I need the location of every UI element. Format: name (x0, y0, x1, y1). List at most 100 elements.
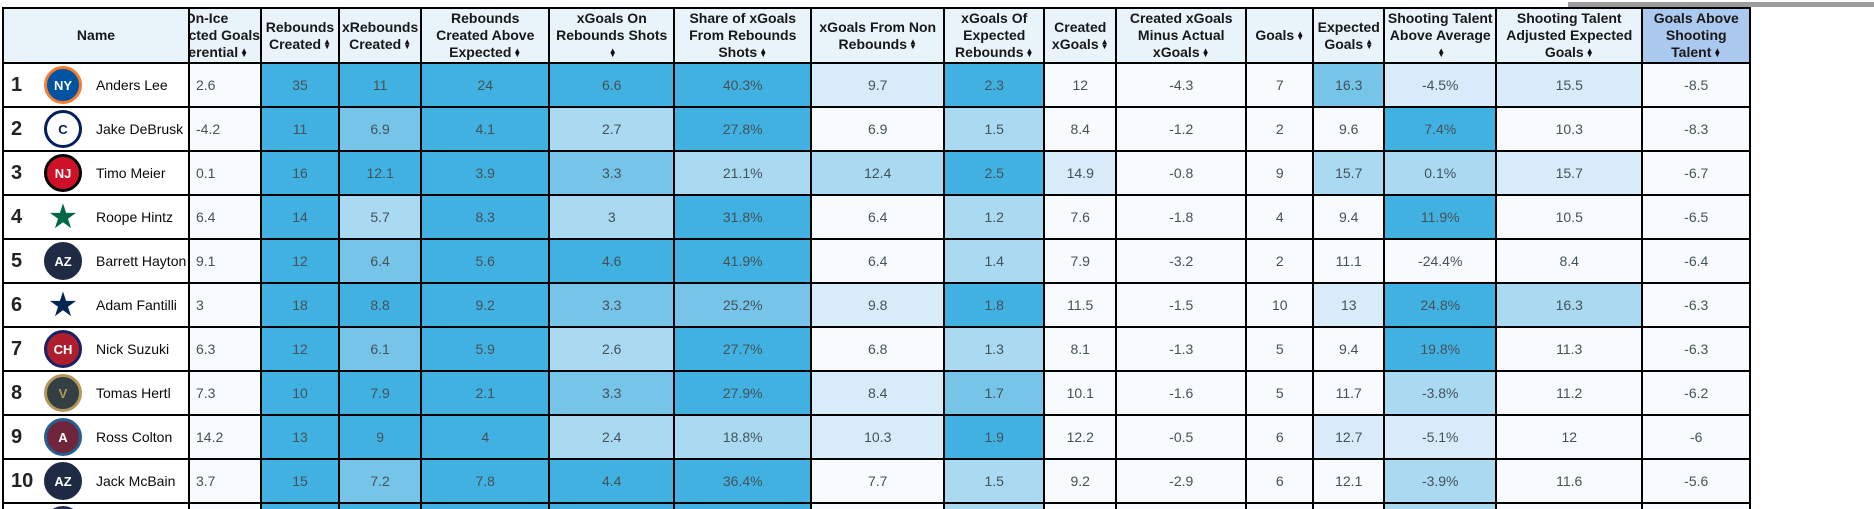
column-header-name: Name (2, 6, 190, 65)
cell-rebounds_created: 18 (260, 282, 340, 329)
golden-knights-logo: V (44, 374, 82, 413)
player-row (2, 502, 1752, 509)
column-header-created_xgoals[interactable]: Created xGoals ▲ ▼ (1043, 6, 1118, 65)
cell-created_xgoals: 8.1 (1043, 326, 1118, 373)
cell-goals_above_shooting_talent: -8.5 (1641, 62, 1752, 109)
cell-goals_above_shooting_talent: -6 (1641, 414, 1752, 461)
column-header-label: xGoals From Non Rebounds (819, 18, 937, 52)
column-header-label: xGoals On Rebounds Shots (556, 10, 668, 44)
cell-xrebounds_created: 7.9 (337, 370, 423, 417)
column-header-created_xgoals_minus_actual_xgoals[interactable]: Created xGoals Minus Actual xGoals ▲ ▼ (1115, 6, 1248, 65)
sort-arrows-icon: ▲ ▼ (1437, 45, 1446, 60)
column-header-share_of_xgoals_from_rebounds_shots[interactable]: Share of xGoals From Rebounds Shots ▲ ▼ (673, 6, 813, 65)
cell-name: 8 V Tomas Hertl (2, 370, 190, 417)
column-header-rebounds_created_above_expected[interactable]: Rebounds Created Above Expected ▲ ▼ (420, 6, 551, 65)
column-header-expected_goals[interactable]: Expected Goals ▲ ▼ (1312, 6, 1386, 65)
cell-rebounds_created: 10 (260, 370, 340, 417)
rank-number: 1 (11, 73, 23, 96)
cell-created_xgoals: 7.6 (1043, 194, 1118, 241)
canucks-logo: C (44, 110, 82, 149)
cell-xgoals_of_expected_rebounds: 1.9 (943, 414, 1046, 461)
cell-shooting_talent_adjusted_expected_goals: 15.7 (1495, 150, 1644, 197)
cell-goals: 4 (1245, 194, 1315, 241)
cell-rebounds_created_above_expected: 5.6 (420, 238, 551, 285)
cell-xgoals_of_expected_rebounds: 1.5 (943, 106, 1046, 153)
cell-onice_expected_goals_differential: 6.4 (188, 194, 262, 241)
cell-created_xgoals_minus_actual_xgoals: -1.3 (1115, 326, 1248, 373)
cell-xgoals_on_rebounds_shots: 2.4 (548, 414, 676, 461)
cell-goals_above_shooting_talent: -6.4 (1641, 238, 1752, 285)
column-header-label: Created xGoals (1051, 18, 1107, 52)
column-header-label: Expected Goals (189, 27, 261, 44)
column-header-xrebounds_created[interactable]: xRebounds Created ▲ ▼ (337, 6, 423, 65)
cell-created_xgoals: 11.5 (1043, 282, 1118, 329)
cell-share_of_xgoals_from_rebounds_shots: 27.7% (673, 326, 813, 373)
cell-xrebounds_created: 6.4 (337, 238, 423, 285)
cell-xgoals_from_non_rebounds: 6.4 (810, 238, 946, 285)
cell-onice_expected_goals_differential: 2.6 (188, 62, 262, 109)
cell-goals: 7 (1245, 62, 1315, 109)
player-name: Jake DeBrusk (96, 121, 184, 138)
column-header-label: Share of xGoals From Rebounds Shots (689, 10, 797, 61)
cell-name: 10 AZ Jack McBain (2, 458, 190, 505)
cell-xgoals_from_non_rebounds: 9.8 (810, 282, 946, 329)
cell-rebounds_created_above_expected: 7.8 (420, 458, 551, 505)
cell-onice_expected_goals_differential: 6.3 (188, 326, 262, 373)
player-name: Nick Suzuki (96, 341, 170, 358)
column-header-shooting_talent_above_average[interactable]: Shooting Talent Above Average ▲ ▼ (1383, 6, 1498, 65)
cell-rebounds_created: 12 (260, 326, 340, 373)
horizontal-scrollbar[interactable] (1568, 2, 1874, 7)
column-header-rebounds_created[interactable]: Rebounds Created ▲ ▼ (260, 6, 340, 65)
column-header-label: Goals Above Shooting Talent (1653, 10, 1739, 61)
column-header-goals[interactable]: Goals ▲ ▼ (1245, 6, 1315, 65)
blue-jackets-logo: ★ (47, 286, 79, 325)
cell-shooting_talent_above_average: 0.1% (1383, 150, 1498, 197)
rank-number: 5 (11, 249, 23, 272)
cell-xgoals_on_rebounds_shots: 3.3 (548, 150, 676, 197)
cell-shooting_talent_above_average: -24.4% (1383, 238, 1498, 285)
cell-xgoals_on_rebounds_shots (548, 502, 676, 509)
player-name: Barrett Hayton (96, 253, 187, 270)
cell-xgoals_of_expected_rebounds: 1.7 (943, 370, 1046, 417)
cell-share_of_xgoals_from_rebounds_shots: 41.9% (673, 238, 813, 285)
cell-goals: 2 (1245, 106, 1315, 153)
sort-arrows-icon: ▲ ▼ (608, 45, 617, 60)
cell-expected_goals: 9.4 (1312, 194, 1386, 241)
cell-xgoals_on_rebounds_shots: 3 (548, 194, 676, 241)
cell-shooting_talent_adjusted_expected_goals: 11.2 (1495, 370, 1644, 417)
cell-expected_goals: 13 (1312, 282, 1386, 329)
cell-rebounds_created: 13 (260, 414, 340, 461)
player-row: 5 AZ Barrett Hayton 9.1 12 6.4 5.6 4.6 41.9% 6.4 1… (2, 238, 1752, 285)
sort-arrows-icon: ▲ ▼ (1100, 37, 1109, 51)
cell-shooting_talent_adjusted_expected_goals: 10.5 (1495, 194, 1644, 241)
cell-shooting_talent_adjusted_expected_goals: 15.5 (1495, 62, 1644, 109)
player-row: 1 NY Anders Lee 2.6 35 11 24 6.6 40.3% 9.7 2.3 12 -4… (2, 62, 1752, 109)
player-row: 3 NJ Timo Meier 0.1 16 12.1 3.9 3.3 21.1% 12.4 2.5… (2, 150, 1752, 197)
column-header-xgoals_from_non_rebounds[interactable]: xGoals From Non Rebounds ▲ ▼ (810, 6, 946, 65)
column-header-xgoals_of_expected_rebounds[interactable]: xGoals Of Expected Rebounds ▲ ▼ (943, 6, 1046, 65)
column-header-goals_above_shooting_talent[interactable]: Goals Above Shooting Talent ▲ ▼ (1641, 6, 1752, 65)
cell-shooting_talent_above_average: 11.9% (1383, 194, 1498, 241)
column-header-label: Shooting Talent Above Average (1387, 10, 1493, 44)
cell-rebounds_created (260, 502, 340, 509)
cell-goals: 5 (1245, 370, 1315, 417)
cell-rebounds_created_above_expected: 8.3 (420, 194, 551, 241)
cell-created_xgoals: 12 (1043, 62, 1118, 109)
column-header-shooting_talent_adjusted_expected_goals[interactable]: Shooting Talent Adjusted Expected Goals ▲… (1495, 6, 1644, 65)
cell-name: 7 CH Nick Suzuki (2, 326, 190, 373)
player-row: 6 ★ Adam Fantilli 3 18 8.8 9.2 3.3 25.2% 9.8 1.8 11… (2, 282, 1752, 329)
sort-arrows-icon: ▲ ▼ (323, 37, 332, 51)
cell-onice_expected_goals_differential: 3.7 (188, 458, 262, 505)
column-header-label: Created xGoals Minus Actual xGoals (1129, 10, 1233, 61)
cell-rebounds_created_above_expected: 9.2 (420, 282, 551, 329)
column-header-onice_expected_goals_differential[interactable]: On-IceExpected GoalsDifferential▲▼ (188, 6, 262, 65)
cell-share_of_xgoals_from_rebounds_shots: 36.4% (673, 458, 813, 505)
cell-rebounds_created: 12 (260, 238, 340, 285)
cell-name (2, 502, 190, 509)
column-header-label: xGoals Of Expected Rebounds (955, 10, 1028, 61)
cell-xrebounds_created: 8.8 (337, 282, 423, 329)
column-header-xgoals_on_rebounds_shots[interactable]: xGoals On Rebounds Shots ▲ ▼ (548, 6, 676, 65)
cell-shooting_talent_above_average: 19.8% (1383, 326, 1498, 373)
